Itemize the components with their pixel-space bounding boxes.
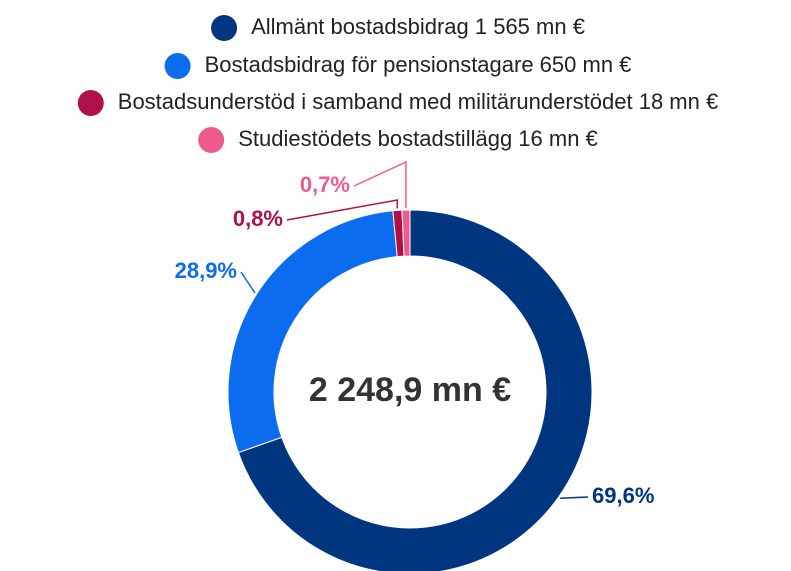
legend-label: Bostadsunderstöd i samband med militärun… (118, 89, 718, 114)
donut-slice (227, 210, 398, 454)
leader-line (286, 199, 399, 221)
data-label: 0,8% (233, 206, 283, 231)
leader-line (240, 271, 256, 294)
legend-marker (77, 90, 104, 116)
legend-label: Allmänt bostadsbidrag 1 565 mn € (251, 14, 585, 39)
center-label: 2 248,9 mn € (309, 371, 511, 409)
legend-item: Studiestödets bostadstillägg 16 mn € (198, 126, 598, 153)
data-label: 69,6% (592, 483, 654, 508)
leader-line (560, 496, 589, 500)
legend-marker (211, 15, 238, 41)
donut-slice (401, 209, 411, 257)
legend-marker (164, 53, 191, 79)
leader-line (353, 160, 407, 209)
legend-item: Bostadsbidrag för pensionstagare 650 mn … (164, 52, 632, 79)
legend-marker (198, 127, 225, 153)
legend-label: Studiestödets bostadstillägg 16 mn € (238, 126, 598, 151)
legend-item: Allmänt bostadsbidrag 1 565 mn € (211, 14, 585, 41)
legend-item: Bostadsunderstöd i samband med militärun… (77, 89, 718, 116)
legend-label: Bostadsbidrag för pensionstagare 650 mn … (205, 52, 632, 77)
donut-slice (237, 209, 593, 571)
data-label: 0,7% (300, 172, 350, 197)
data-label: 28,9% (175, 258, 237, 283)
